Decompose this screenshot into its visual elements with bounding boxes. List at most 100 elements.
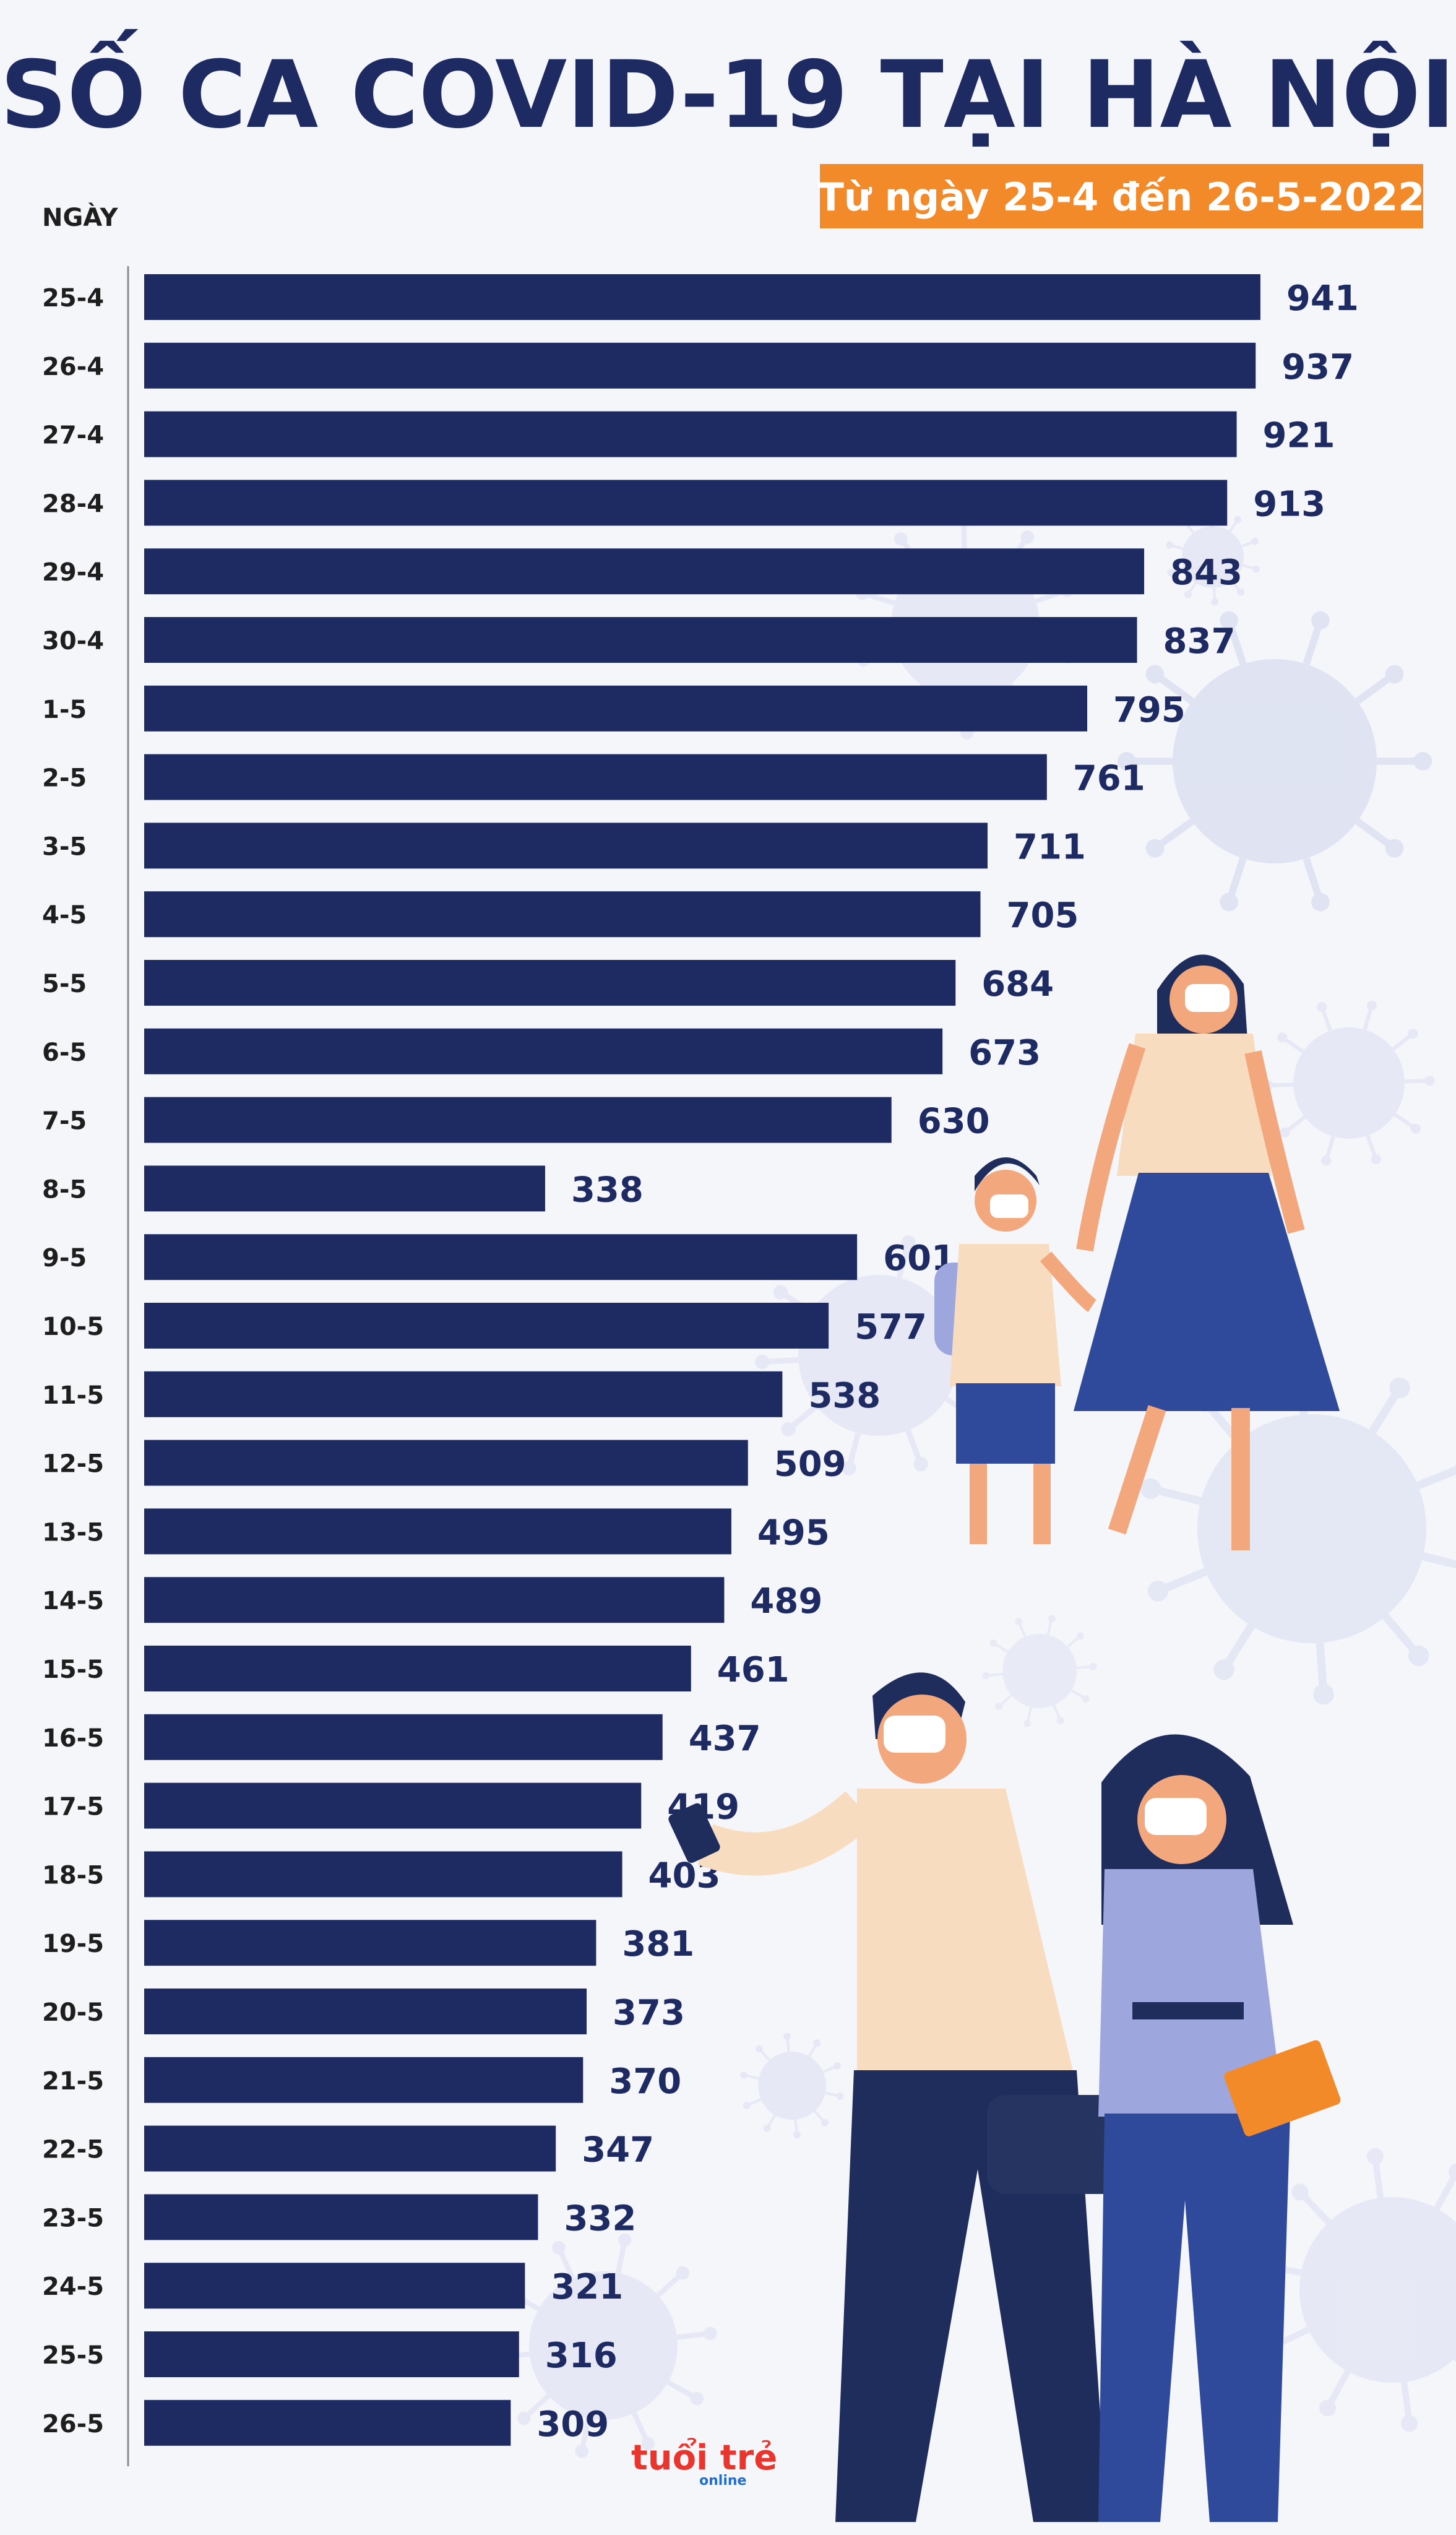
virus-icon (740, 2032, 844, 2139)
bar-group: 25-4 941 26-4 937 27-4 921 28-4 913 29-4 843 30-4 8… (42, 274, 1359, 2446)
virus-spike-tip (618, 2233, 632, 2247)
category-label: 29-4 (42, 558, 104, 587)
virus-spike-tip (842, 1461, 856, 1475)
virus-spike-tip (1424, 1076, 1435, 1086)
virus-body (1197, 1414, 1426, 1643)
value-label: 937 (1282, 347, 1354, 387)
virus-icon (1140, 1352, 1456, 1705)
bar (144, 1577, 725, 1623)
virus-spike-tip (1321, 1155, 1332, 1166)
bar (144, 1234, 858, 1280)
category-label: 26-5 (42, 2410, 104, 2438)
handbag (1224, 2040, 1341, 2136)
woman-shirt (1117, 1034, 1272, 1176)
bar (144, 1165, 545, 1212)
value-label: 684 (981, 964, 1054, 1004)
virus-spike-tip (1389, 1377, 1410, 1399)
virus-spike-tip (913, 1456, 929, 1472)
virus-spike-tip (995, 1702, 1003, 1710)
virus-spike-tip (989, 1639, 997, 1648)
chart-subtitle: Từ ngày 25-4 đến 26-5-2022 (818, 175, 1425, 220)
face-mask (990, 1194, 1028, 1218)
woman2-shirt (1098, 1869, 1284, 2117)
virus-spike-tip (781, 1422, 796, 1436)
child-arm (1040, 1251, 1097, 1312)
virus-spike-tip (1076, 1632, 1084, 1640)
virus-spike-tip (1117, 752, 1136, 771)
virus-spike-tip (1448, 2163, 1456, 2180)
virus-spike-tip (641, 2437, 655, 2451)
chart-title: SỐ CA COVID-19 TẠI HÀ NỘI (0, 29, 1455, 149)
virus-spike (1421, 1552, 1456, 1569)
category-label: 9-5 (42, 1244, 87, 1272)
virus-spike-tip (755, 1354, 770, 1370)
value-label: 461 (717, 1650, 790, 1690)
virus-body (798, 1275, 959, 1436)
value-label: 538 (808, 1376, 881, 1416)
bar (144, 342, 1256, 389)
virus-spike-tip (755, 2045, 763, 2053)
value-label: 489 (750, 1581, 822, 1622)
value-label: 381 (622, 1924, 694, 1964)
woman-skirt (1074, 1173, 1340, 1411)
face-mask (1185, 984, 1230, 1012)
virus-spike-tip (1020, 530, 1035, 544)
virus-spike-tip (901, 1235, 916, 1250)
face-mask (884, 1716, 946, 1753)
bar (144, 1028, 943, 1074)
value-label: 913 (1253, 484, 1325, 524)
category-label: 10-5 (42, 1313, 104, 1341)
value-label: 673 (968, 1033, 1041, 1073)
category-label: 12-5 (42, 1450, 104, 1479)
category-label: 2-5 (42, 764, 87, 793)
virus-spike-tip (1319, 2399, 1337, 2417)
value-label: 795 (1113, 690, 1186, 730)
category-label: 20-5 (42, 1998, 104, 2027)
woman2-belt (1132, 2002, 1244, 2019)
virus-spike-tip (1251, 537, 1259, 545)
virus-spike-tip (1317, 1001, 1327, 1013)
bar (144, 274, 1260, 320)
category-label: 5-5 (42, 970, 87, 998)
category-label: 7-5 (42, 1107, 87, 1136)
virus-spike-tip (1211, 598, 1219, 606)
bar (144, 960, 956, 1006)
virus-icon (1251, 2148, 1456, 2432)
category-label: 1-5 (42, 696, 87, 724)
people-illustration (668, 954, 1341, 2522)
virus-spike-tip (1371, 1154, 1381, 1165)
bar (144, 1714, 663, 1760)
virus-spike-tip (1366, 2148, 1384, 2165)
virus-spike-tip (813, 2039, 821, 2047)
virus-spike-tip (676, 2266, 690, 2280)
virus-spike (1416, 1466, 1456, 1490)
virus-spike-tip (1311, 892, 1330, 912)
bar (144, 1646, 691, 1691)
virus-body (1002, 1634, 1077, 1708)
virus-spike-tip (773, 1285, 788, 1300)
virus-spike-tip (704, 2326, 717, 2341)
virus-spike-tip (793, 2131, 801, 2139)
bar (144, 617, 1137, 663)
virus-spike-tip (1089, 1662, 1097, 1670)
virus-body (1299, 2197, 1456, 2383)
virus-spike-tip (1213, 1659, 1234, 1680)
bar (144, 411, 1237, 457)
child-shorts (956, 1383, 1055, 1464)
bar (144, 754, 1047, 800)
value-label: 921 (1263, 416, 1335, 456)
bar (144, 1851, 622, 1898)
virus-icon (1117, 611, 1432, 912)
virus-spike-tip (1145, 665, 1165, 684)
virus-spike-tip (1140, 1478, 1161, 1500)
bar (144, 2399, 511, 2446)
category-label: 27-4 (42, 421, 104, 450)
virus-spike-tip (1048, 1615, 1056, 1623)
virus-spike-tip (1166, 541, 1174, 549)
virus-spike-tip (1291, 2183, 1309, 2201)
virus-spike-tip (552, 2240, 566, 2255)
bar (144, 685, 1088, 732)
virus-icon (489, 2233, 717, 2458)
value-label: 338 (571, 1170, 644, 1210)
